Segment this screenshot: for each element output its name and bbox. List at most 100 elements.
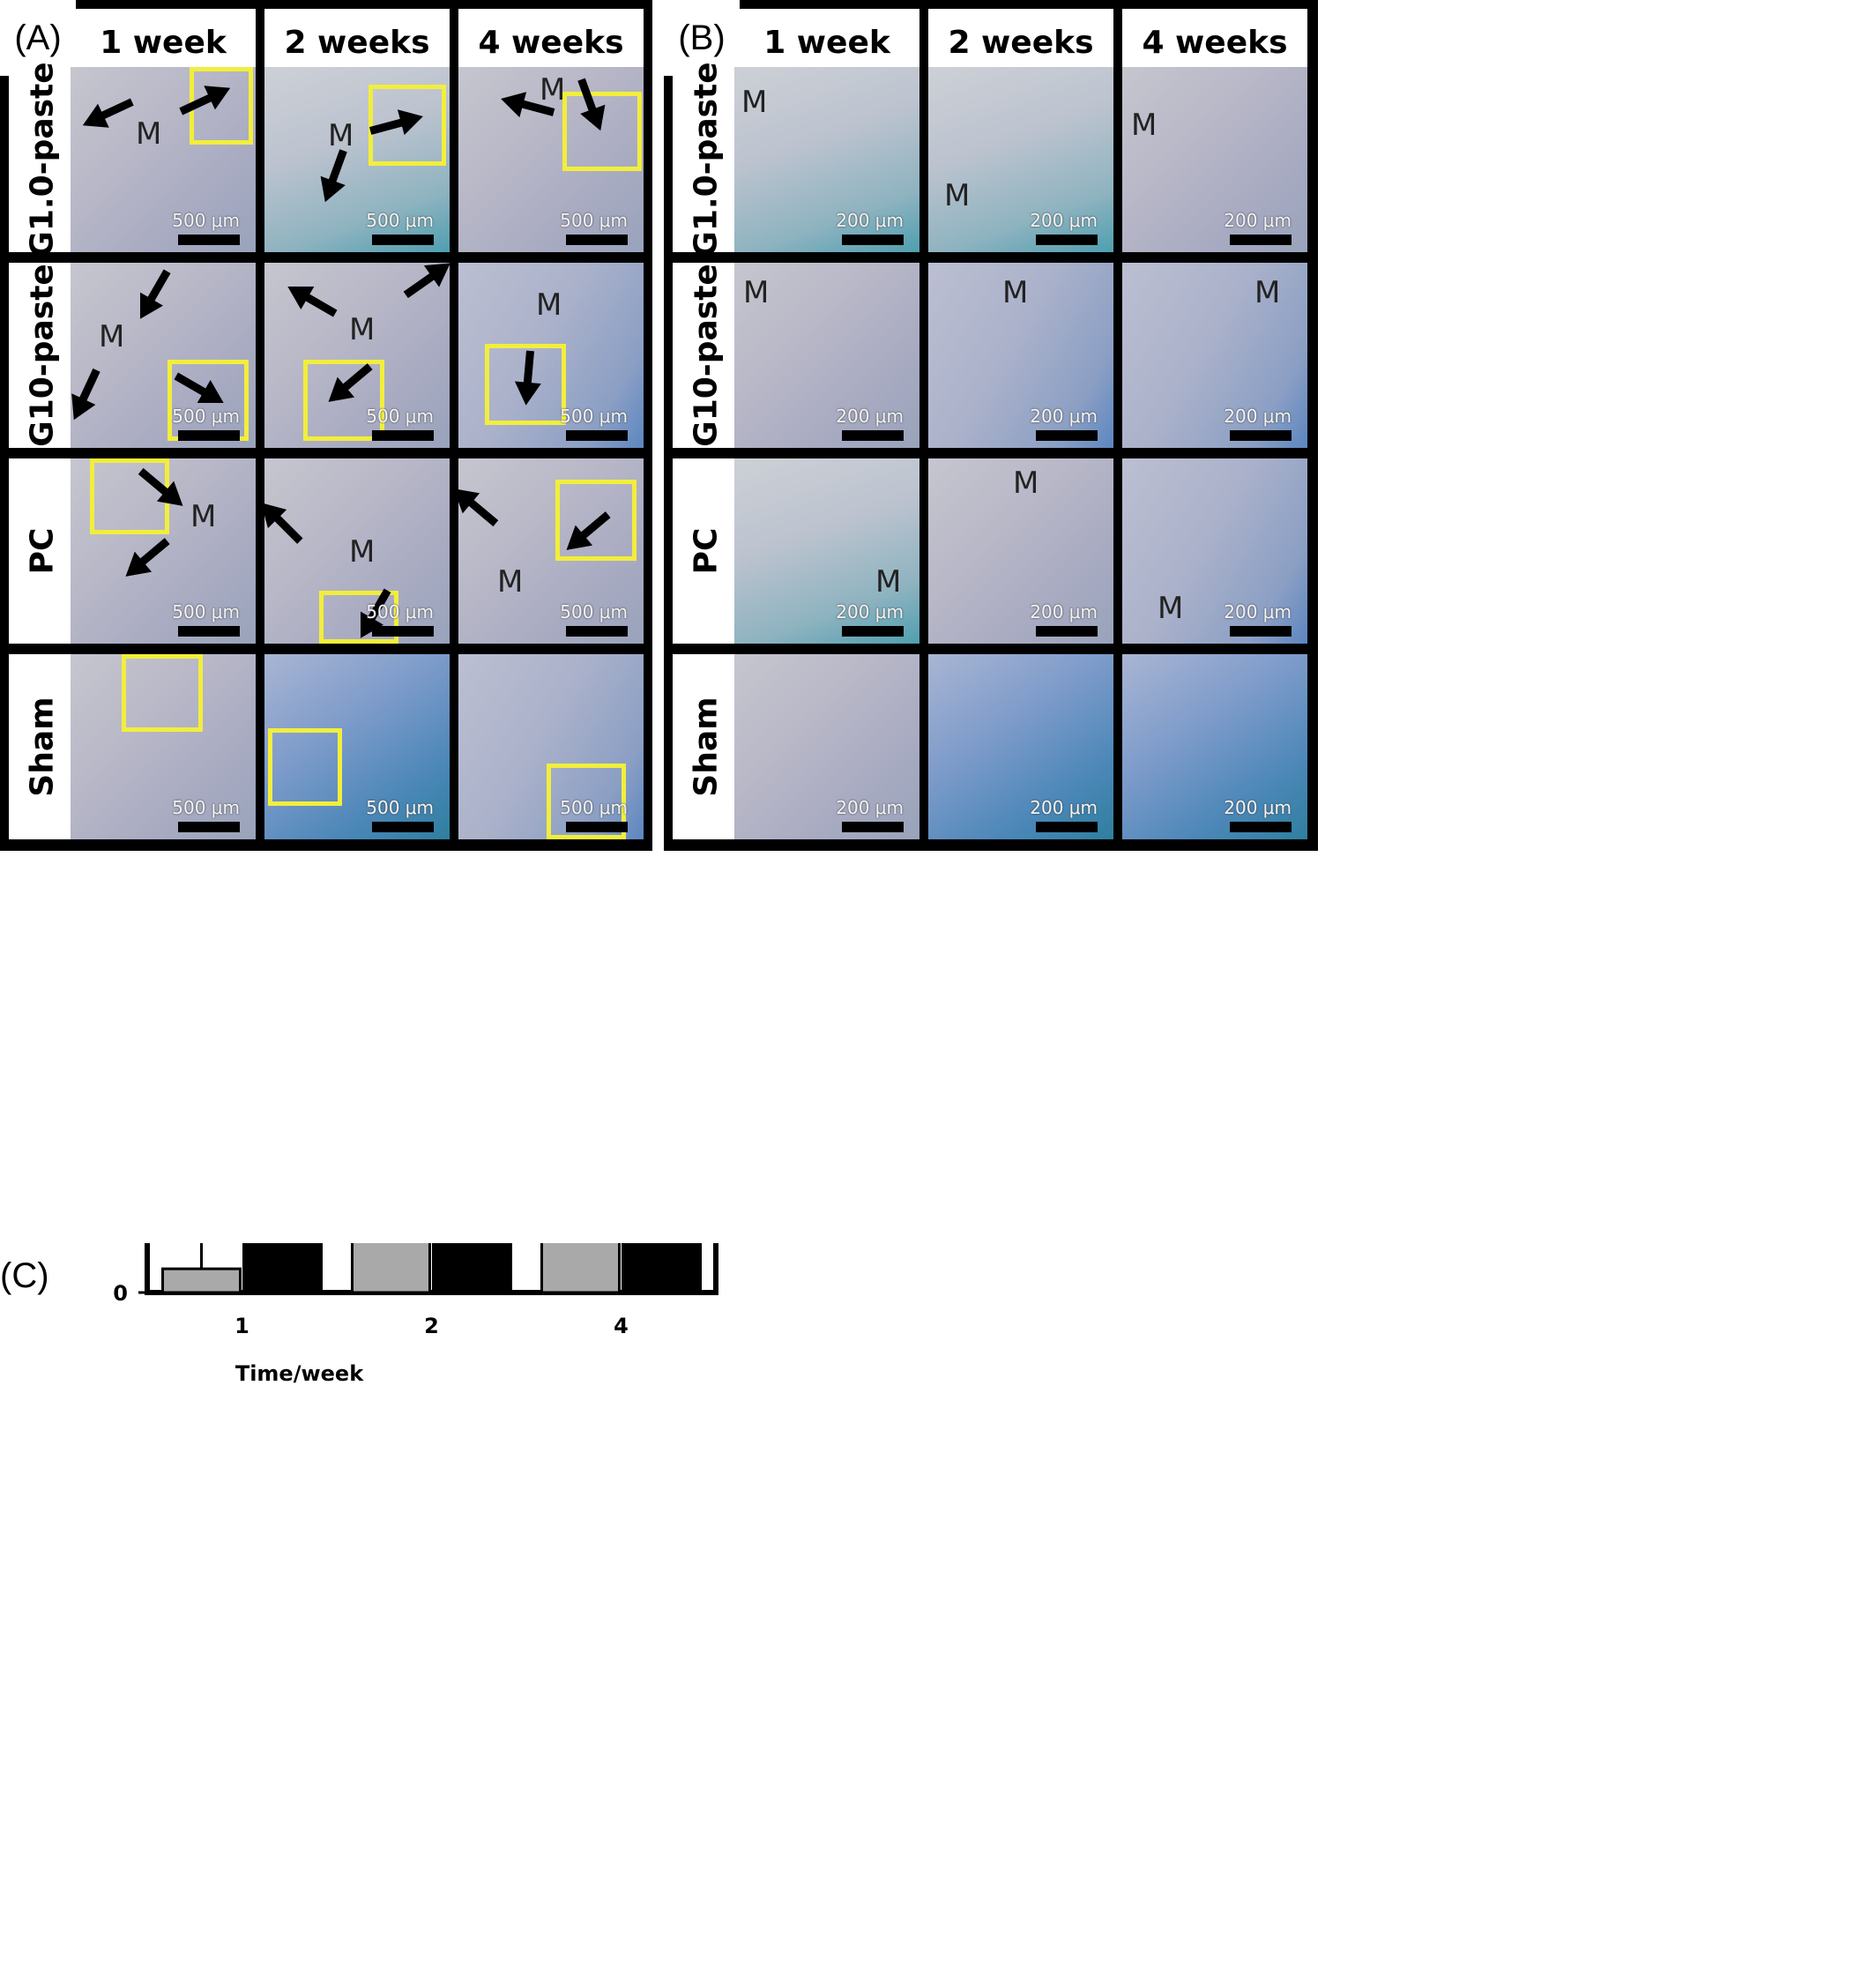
- material-label: M: [349, 312, 376, 347]
- micrograph-b-g10-1week: M 200 μm: [734, 263, 919, 448]
- micrograph-b-g10-4weeks: M 200 μm: [1122, 263, 1307, 448]
- panel-b-row-pc-label: PC: [688, 527, 725, 575]
- micrograph-b-sham-1week: 200 μm: [734, 654, 919, 839]
- micrograph-a-sham-4weeks: 500 μm: [458, 654, 644, 839]
- highlight-box: [303, 360, 384, 441]
- panel-b-row-sham-label: Sham: [688, 697, 725, 797]
- scale-bar: [1230, 822, 1292, 832]
- panel-a: (A) 1 week 2 weeks 4 weeks G1.0-paste G1…: [0, 0, 652, 851]
- micrograph-b-pc-1week: M 200 μm: [734, 458, 919, 644]
- scale-label: 500 μm: [366, 797, 434, 818]
- scale-label: 200 μm: [836, 210, 904, 231]
- scale-bar: [842, 235, 904, 245]
- scale-label: 200 μm: [1224, 601, 1292, 622]
- highlight-box: [485, 344, 566, 425]
- micrograph-a-sham-2weeks: 500 μm: [264, 654, 450, 839]
- scale-bar: [1230, 235, 1292, 245]
- plot-frame: [145, 1243, 718, 1295]
- scale-bar: [178, 235, 240, 245]
- highlight-box: [562, 92, 642, 171]
- bar-g1: [540, 1243, 621, 1294]
- highlight-box: [268, 728, 342, 806]
- material-label: M: [1254, 275, 1281, 310]
- panel-b-row-g1: G1.0-paste: [673, 62, 740, 257]
- scale-bar: [178, 626, 240, 637]
- y-tick-label: 0: [113, 1281, 128, 1306]
- scale-bar: [566, 626, 628, 637]
- material-label: M: [497, 564, 524, 600]
- x-axis-label: Time/week: [235, 1361, 364, 1386]
- panel-a-row-g10: G10-paste: [9, 263, 76, 448]
- scale-bar: [178, 430, 240, 441]
- panel-a-col-1week: 1 week: [71, 9, 256, 76]
- material-label: M: [136, 116, 162, 152]
- scale-bar: [566, 430, 628, 441]
- scale-label: 200 μm: [836, 406, 904, 427]
- scale-label: 200 μm: [1224, 210, 1292, 231]
- scale-label: 200 μm: [1030, 601, 1098, 622]
- material-label: M: [1131, 108, 1158, 143]
- scale-bar: [842, 822, 904, 832]
- scale-label: 500 μm: [172, 210, 240, 231]
- bar-g1: [351, 1243, 431, 1294]
- scale-label: 200 μm: [1030, 406, 1098, 427]
- scale-bar: [372, 626, 434, 637]
- micrograph-b-sham-4weeks: 200 μm: [1122, 654, 1307, 839]
- scale-bar: [842, 626, 904, 637]
- panel-a-letter: (A): [0, 0, 76, 76]
- panel-b-row-g1-label: G1.0-paste: [688, 62, 725, 257]
- scale-label: 500 μm: [560, 601, 628, 622]
- material-label: M: [540, 72, 566, 108]
- scale-label: 500 μm: [172, 406, 240, 427]
- scale-bar: [178, 822, 240, 832]
- material-label: M: [99, 319, 125, 354]
- bar-g10: [432, 1243, 512, 1294]
- scale-label: 500 μm: [366, 601, 434, 622]
- material-label: M: [1158, 591, 1184, 626]
- scale-bar: [842, 430, 904, 441]
- scale-label: 500 μm: [366, 406, 434, 427]
- highlight-box: [555, 480, 636, 561]
- material-label: M: [1013, 466, 1039, 501]
- scale-label: 200 μm: [1030, 797, 1098, 818]
- micrograph-a-sham-1week: 500 μm: [71, 654, 256, 839]
- micrograph-b-g1-4weeks: M 200 μm: [1122, 67, 1307, 252]
- material-label: M: [741, 85, 768, 120]
- scale-label: 500 μm: [560, 210, 628, 231]
- scale-bar: [566, 822, 628, 832]
- scale-label: 500 μm: [172, 601, 240, 622]
- bar-g1: [161, 1267, 242, 1294]
- material-label: M: [349, 534, 376, 570]
- scale-label: 200 μm: [1224, 797, 1292, 818]
- micrograph-b-g1-1week: M 200 μm: [734, 67, 919, 252]
- micrograph-b-sham-2weeks: 200 μm: [928, 654, 1113, 839]
- highlight-box: [122, 654, 203, 732]
- panel-b: (B) 1 week 2 weeks 4 weeks G1.0-paste G1…: [664, 0, 1318, 851]
- micrograph-a-g10-2weeks: M 500 μm: [264, 263, 450, 448]
- scale-bar: [372, 822, 434, 832]
- panel-b-row-sham: Sham: [673, 654, 740, 839]
- x-tick-label: 2: [424, 1314, 439, 1338]
- scale-bar: [566, 235, 628, 245]
- highlight-box: [90, 458, 169, 534]
- scale-bar: [1230, 430, 1292, 441]
- scale-label: 200 μm: [1030, 210, 1098, 231]
- panel-c-letter: (C): [0, 1256, 49, 1295]
- panel-a-row-sham-label: Sham: [24, 697, 61, 797]
- micrograph-a-g10-4weeks: M 500 μm: [458, 263, 644, 448]
- bar-g10: [242, 1243, 323, 1294]
- scale-bar: [1036, 822, 1098, 832]
- material-label: M: [328, 118, 354, 153]
- material-label: M: [1002, 275, 1029, 310]
- panel-b-col-4weeks: 4 weeks: [1122, 9, 1307, 76]
- material-label: M: [536, 287, 562, 323]
- material-label: M: [743, 275, 770, 310]
- panel-b-col-1week: 1 week: [734, 9, 919, 76]
- micrograph-a-pc-4weeks: M 500 μm: [458, 458, 644, 644]
- panel-b-row-pc: PC: [673, 458, 740, 644]
- panel-b-row-g10: G10-paste: [673, 263, 740, 448]
- panel-a-row-pc-label: PC: [24, 527, 61, 575]
- scale-bar: [372, 235, 434, 245]
- scale-bar: [1036, 430, 1098, 441]
- bar-g10: [622, 1243, 702, 1294]
